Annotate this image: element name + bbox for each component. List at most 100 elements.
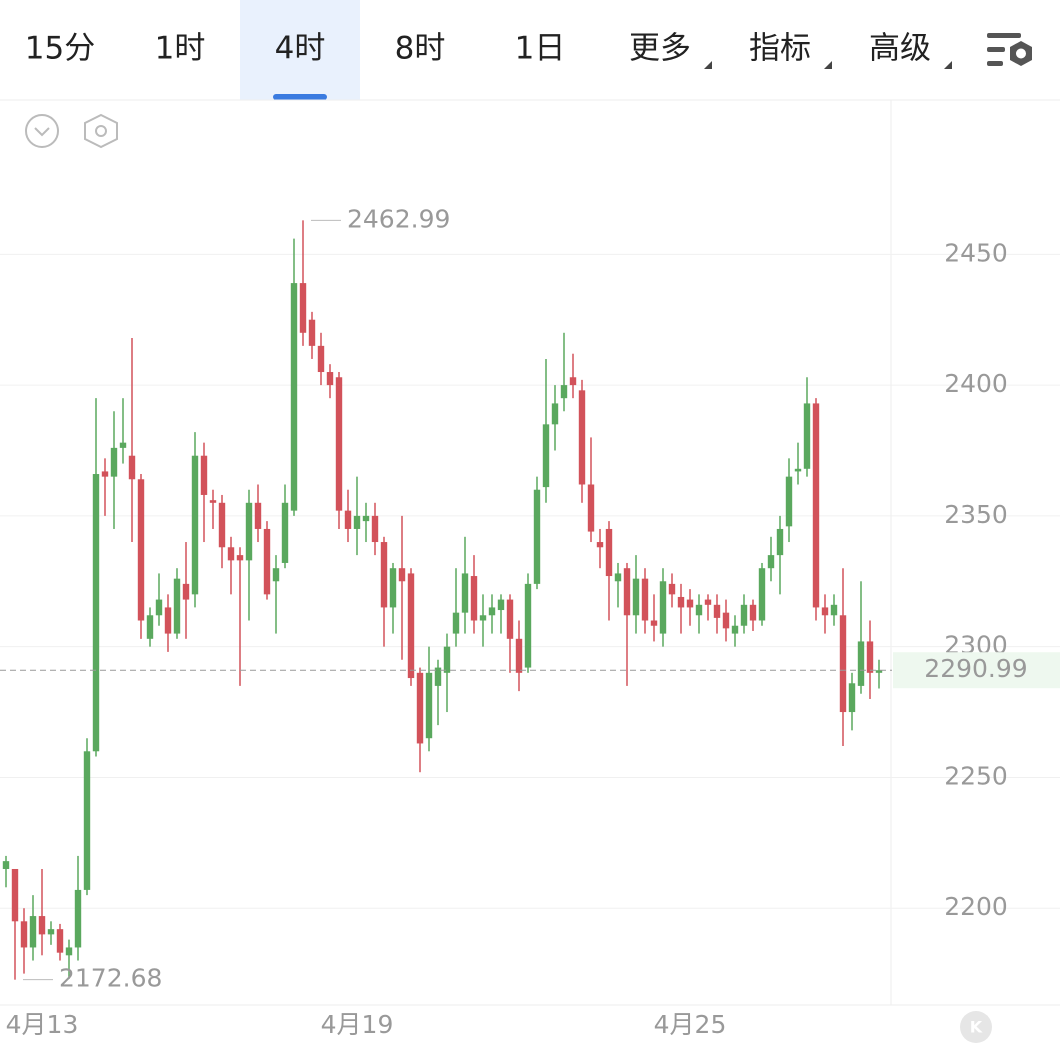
candle-body (677, 596, 685, 608)
icon-bar (987, 47, 1005, 52)
candle-body (38, 916, 46, 935)
last-price-label: 2290.99 (924, 654, 1027, 683)
candle-body (83, 751, 91, 890)
candle-body (839, 615, 847, 713)
candle-body (380, 542, 388, 608)
y-tick-label: 2450 (944, 238, 1008, 267)
candle-body (524, 583, 532, 668)
candle-body (56, 929, 64, 953)
candle-body (263, 528, 271, 595)
settings-hex[interactable] (84, 113, 118, 149)
candle-body (173, 578, 181, 634)
candle-body (875, 670, 883, 673)
candle-body (695, 604, 703, 616)
candle-body (182, 583, 190, 600)
candle-body (578, 390, 586, 485)
tab-label[interactable]: 更多 (629, 31, 691, 67)
candle-body (155, 599, 163, 616)
k-button[interactable] (960, 1011, 992, 1043)
candle-body (605, 528, 613, 577)
candle-body (416, 672, 424, 744)
candle-body (281, 502, 289, 563)
candle-body (335, 377, 343, 511)
settings-icon[interactable] (987, 33, 1032, 66)
x-tick-label: 4月13 (6, 1010, 79, 1039)
dropdown-arrow (704, 61, 712, 69)
candle-body (65, 947, 73, 956)
tab-label[interactable]: 指标 (749, 31, 811, 67)
candle-body (362, 515, 370, 522)
candle-body (200, 455, 208, 495)
candle-body (569, 377, 577, 386)
candle-body (245, 502, 253, 561)
candle-body (506, 599, 514, 639)
candle-body (533, 489, 541, 584)
candle-body (443, 646, 451, 673)
candle-body (137, 479, 145, 621)
candle-body (2, 861, 10, 869)
candle-body (803, 403, 811, 469)
candle-body (848, 683, 856, 713)
candle-body (164, 607, 172, 634)
candle-body (794, 468, 802, 472)
candle-body (146, 615, 154, 639)
icon-bar (987, 33, 1021, 38)
candle-body (434, 667, 442, 686)
candle-body (479, 615, 487, 621)
candle-body (830, 604, 838, 616)
candle-body (560, 385, 568, 399)
tab-label[interactable]: 4时 (275, 31, 326, 67)
k-button-icon: K (970, 1018, 983, 1037)
candle-body (236, 555, 244, 561)
tab-label[interactable]: 1日 (515, 31, 566, 67)
candle-body (254, 502, 262, 529)
x-tick-label: 4月19 (321, 1010, 394, 1039)
candle-body (317, 345, 325, 373)
candle-body (821, 607, 829, 616)
candle-body (704, 599, 712, 605)
candle-body (488, 607, 496, 616)
candle-body (767, 555, 775, 569)
min-label: 2172.68 (59, 964, 162, 993)
candle-body (353, 515, 361, 529)
candle-body (731, 625, 739, 634)
candle-body (623, 568, 631, 616)
y-tick-label: 2200 (944, 892, 1008, 921)
candle-body (119, 442, 127, 448)
candle-body (272, 568, 280, 582)
collapse-icon[interactable] (25, 114, 59, 148)
candle-body (101, 471, 109, 477)
candle-body (857, 641, 865, 686)
candle-body (551, 403, 559, 425)
candle-body (776, 528, 784, 556)
tab-label[interactable]: 15分 (25, 31, 95, 67)
tab-label[interactable]: 高级 (869, 31, 931, 67)
candle-body (614, 573, 622, 582)
tab-label[interactable]: 1时 (155, 31, 206, 67)
candle-body (371, 515, 379, 543)
candle-body (461, 573, 469, 613)
settings-hex-dot (95, 125, 107, 137)
y-tick-label: 2250 (944, 761, 1008, 790)
icon-bar (987, 61, 1003, 66)
candle-body (659, 581, 667, 634)
candle-body (650, 620, 658, 626)
candle-body (389, 568, 397, 608)
candle-body (713, 604, 721, 618)
last-price-tag (893, 652, 1060, 689)
candle-body (290, 283, 298, 511)
collapse-chevron (34, 127, 50, 137)
candle-body (209, 500, 217, 503)
y-tick-label: 2350 (944, 500, 1008, 529)
dropdown-arrow (824, 61, 832, 69)
active-tab-indicator (273, 94, 327, 100)
y-tick-label: 2400 (944, 369, 1008, 398)
candle-body (758, 568, 766, 621)
candle-body (632, 578, 640, 616)
candle-body (497, 599, 505, 611)
candle-body (11, 868, 19, 922)
candle-body (812, 403, 820, 608)
tab-label[interactable]: 8时 (395, 31, 446, 67)
candle-body (587, 484, 595, 532)
